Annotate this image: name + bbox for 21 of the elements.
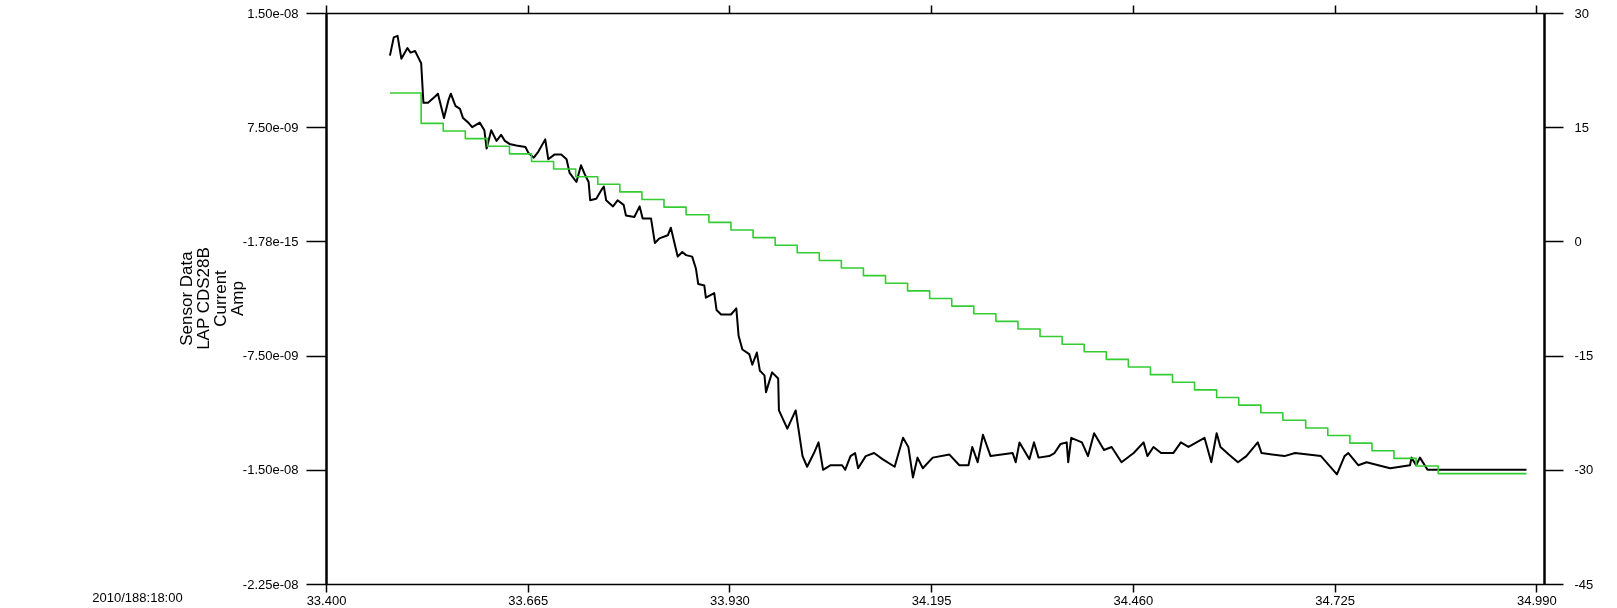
y2-tick-label: 30 <box>1574 5 1589 21</box>
y-tick-label: -1.50e-08 <box>242 462 299 478</box>
y-tick-label: -1.78e-15 <box>242 233 299 249</box>
x-tick-label: 34.725 <box>1315 592 1356 608</box>
x-axis-title: 2010/188:18:00 <box>92 589 183 605</box>
x-tick-label: 33.400 <box>306 592 347 608</box>
y-tick-label: -2.25e-08 <box>242 576 299 592</box>
y2-tick-label: -45 <box>1574 576 1594 592</box>
x-tick-label: 33.665 <box>508 592 549 608</box>
y2-tick-label: -30 <box>1574 462 1594 478</box>
y-axis-title: Sensor Data LAP CDS28B Current Amp <box>176 247 247 350</box>
y2-tick-label: -15 <box>1574 348 1594 364</box>
x-tick-label: 34.990 <box>1517 592 1557 608</box>
y-tick-label: 7.50e-09 <box>247 119 299 135</box>
x-tick-label: 33.930 <box>710 592 750 608</box>
y2-tick-label: 0 <box>1574 233 1582 249</box>
x-tick-label: 34.460 <box>1113 592 1154 608</box>
y2-tick-label: 15 <box>1574 119 1589 135</box>
y-tick-label: 1.50e-08 <box>247 5 299 21</box>
y-tick-label: -7.50e-09 <box>242 348 299 364</box>
x-tick-label: 34.195 <box>911 592 952 608</box>
